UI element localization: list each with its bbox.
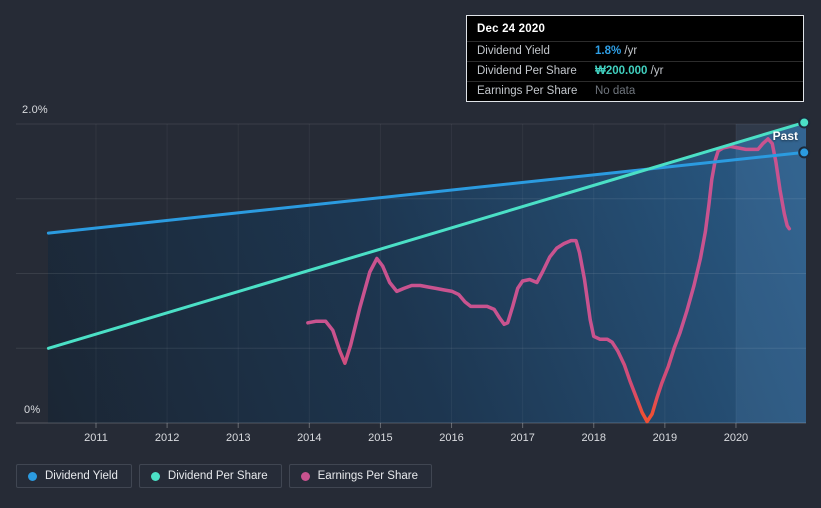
x-axis-year-label: 2015 bbox=[368, 432, 392, 444]
dividend-area-fill bbox=[48, 122, 806, 423]
tooltip-row-dividend-yield: Dividend Yield 1.8% /yr bbox=[467, 41, 803, 61]
legend-label: Dividend Yield bbox=[45, 470, 118, 482]
dividend-per-share-line bbox=[46, 121, 806, 350]
x-axis-year-label: 2019 bbox=[653, 432, 677, 444]
legend-item-dividend-per-share[interactable]: Dividend Per Share bbox=[138, 464, 282, 488]
x-axis-year-label: 2020 bbox=[724, 432, 748, 444]
y-axis-label-top: 2.0% bbox=[22, 104, 48, 116]
dividend-per-share-dot-icon bbox=[150, 471, 160, 481]
tooltip-date: Dec 24 2020 bbox=[477, 23, 546, 35]
dividend-yield-endpoint-dot[interactable] bbox=[798, 146, 811, 159]
tooltip-label: Earnings Per Share bbox=[477, 85, 578, 97]
tooltip-value: 1.8% /yr bbox=[595, 45, 638, 57]
dividend-yield-dot-icon bbox=[28, 471, 37, 481]
chart-tooltip: Dec 24 2020 Dividend Yield 1.8% /yr Divi… bbox=[466, 15, 804, 102]
tooltip-label: Dividend Yield bbox=[477, 45, 550, 57]
legend-item-earnings-per-share[interactable]: Earnings Per Share bbox=[288, 464, 432, 488]
y-axis-label-bottom: 0% bbox=[24, 404, 41, 416]
x-axis-year-label: 2013 bbox=[226, 432, 250, 444]
earnings-per-share-line bbox=[306, 137, 792, 424]
x-axis-year-label: 2017 bbox=[510, 432, 534, 444]
tooltip-row-dividend-per-share: Dividend Per Share ₩200.000 /yr bbox=[467, 61, 803, 81]
legend-item-dividend-yield[interactable]: Dividend Yield bbox=[16, 464, 132, 488]
dividend-yield-line bbox=[46, 150, 806, 235]
tooltip-value: ₩200.000 /yr bbox=[595, 65, 664, 77]
legend-label: Dividend Per Share bbox=[167, 470, 268, 482]
dividend-per-share-endpoint-dot[interactable] bbox=[798, 116, 811, 129]
tooltip-label: Dividend Per Share bbox=[477, 65, 577, 77]
earnings-per-share-dot-icon bbox=[300, 471, 310, 481]
past-annotation: Past bbox=[772, 129, 798, 143]
legend-label: Earnings Per Share bbox=[317, 470, 418, 482]
x-axis-year-label: 2016 bbox=[439, 432, 463, 444]
x-axis-year-label: 2014 bbox=[297, 432, 321, 444]
past-period-band bbox=[735, 124, 806, 423]
tooltip-value: No data bbox=[595, 85, 636, 97]
chart-legend: Dividend Yield Dividend Per Share Earnin… bbox=[16, 464, 432, 488]
x-axis-year-label: 2011 bbox=[84, 432, 108, 444]
x-axis-year-label: 2018 bbox=[582, 432, 606, 444]
tooltip-row-earnings-per-share: Earnings Per Share No data bbox=[467, 81, 803, 101]
x-axis-year-label: 2012 bbox=[155, 432, 179, 444]
